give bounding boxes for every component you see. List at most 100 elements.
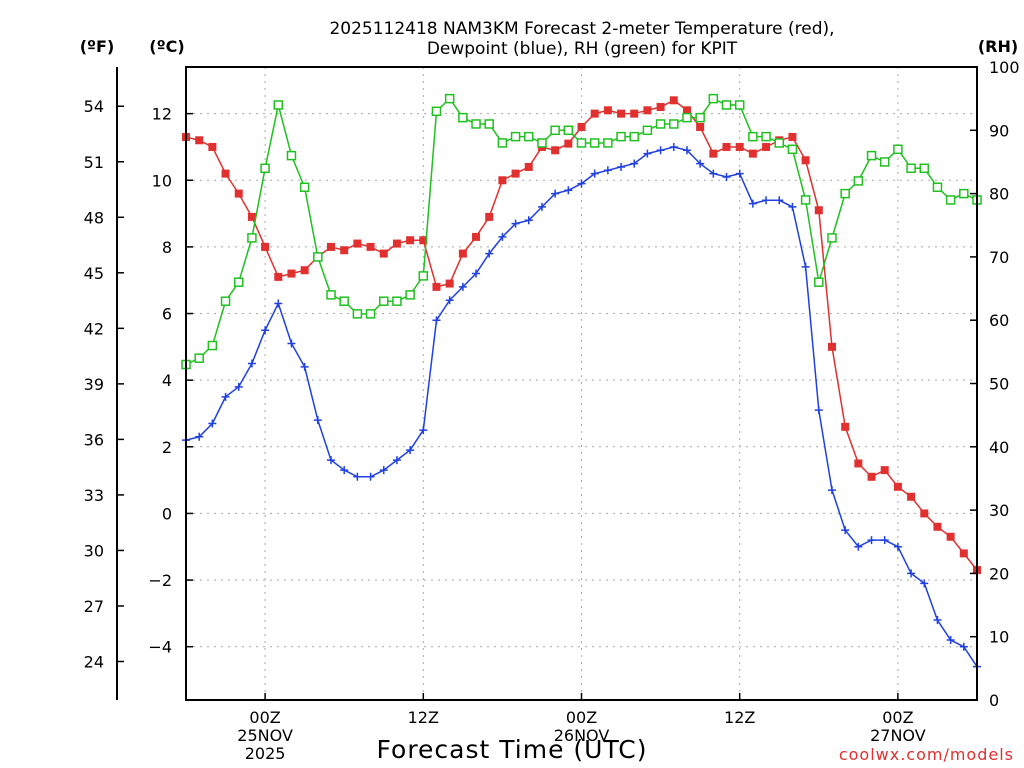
2-meter-temperature-point [722,142,731,151]
rh-point [352,309,363,319]
dewpoint-point [893,542,902,551]
rh-point [840,188,850,199]
rh-point [497,138,508,148]
fahrenheit-tick-label: 48 [84,208,104,227]
rh-point [247,233,257,243]
celsius-tick-label: 6 [162,305,172,324]
time-tick-label: 25NOV [237,726,293,745]
2-meter-temperature-point [880,466,889,475]
2-meter-temperature-point [234,189,243,198]
time-tick-label: 00Z [882,708,913,727]
celsius-tick-label: 12 [152,105,172,124]
rh-point [787,144,798,155]
2-meter-temperature-point [353,239,362,248]
rh-point [919,163,930,174]
dewpoint-point [458,282,467,291]
fahrenheit-tick-label: 33 [84,486,104,505]
time-tick-label: 2025 [245,744,286,763]
dewpoint-point [419,426,428,435]
fahrenheit-tick-label: 42 [84,319,104,338]
fahrenheit-tick-label: 30 [84,541,104,560]
time-tick-label: 00Z [249,708,280,727]
fahrenheit-tick-label: 24 [84,653,104,672]
rh-point [418,271,429,281]
rh-point [945,195,956,205]
rh-point [866,150,877,161]
dewpoint-point [195,432,204,441]
rh-point [484,119,494,129]
rh-point [405,290,415,300]
dewpoint-point [340,466,349,475]
rh-point [774,138,784,148]
2-meter-temperature-point [551,146,560,155]
dewpoint-point [313,416,322,425]
dewpoint-point [762,196,771,205]
rh-point [695,112,705,123]
time-tick-label: 27NOV [870,726,926,745]
fahrenheit-tick-label: 36 [84,430,104,449]
rh-point [576,138,587,148]
dewpoint-point [854,542,863,551]
rh-point [748,131,758,142]
dewpoint-point [959,642,968,651]
rh-point [814,277,824,287]
2-meter-temperature-point [445,279,454,288]
dewpoint-point [577,179,586,188]
rh-tick-label: 100 [989,58,1020,77]
2-meter-temperature-point [300,266,309,275]
axes-ticks: −4−2024681012242730333639424548515401020… [84,58,1020,763]
2-meter-temperature-line [185,99,978,571]
dewpoint-point [247,359,256,368]
celsius-tick-label: 2 [162,438,172,457]
celsius-tick-label: −2 [148,571,172,590]
dewpoint-point [445,296,454,305]
2-meter-temperature-point [788,132,797,141]
2-meter-temperature-point [485,212,494,221]
rh-point [365,309,376,319]
2-meter-temperature-point [511,169,520,178]
dewpoint-point [867,536,876,545]
dewpoint-point [300,362,309,371]
2-meter-temperature-point [221,169,230,178]
rh-point [734,100,745,110]
dewpoint-point [920,579,929,588]
celsius-tick-label: 4 [162,371,172,390]
rh-point [932,182,943,193]
rh-tick-label: 70 [989,248,1009,267]
time-tick-label: 12Z [724,708,755,727]
dewpoint-point [682,146,691,155]
celsius-tick-label: 0 [162,504,172,523]
rh-point [669,119,679,129]
rh-point [879,157,890,167]
dewpoint-point [656,146,665,155]
dewpoint-point [406,446,415,455]
rh-point [893,144,903,155]
fahrenheit-tick-label: 45 [84,264,104,283]
rh-point [510,131,521,142]
rh-point [655,119,666,129]
2-meter-temperature-point [419,236,428,245]
fahrenheit-unit-label: (ºF) [80,37,115,56]
2-meter-temperature-point [458,249,467,258]
x-axis-title: Forecast Time (UTC) [377,735,648,764]
2-meter-temperature-point [814,206,823,215]
2-meter-temperature-point [669,96,678,105]
dewpoint-point [907,569,916,578]
rh-point [589,138,600,148]
2-meter-temperature-point [603,106,612,115]
2-meter-temperature-point [959,549,968,558]
rh-tick-label: 0 [989,691,999,710]
2-meter-temperature-point [735,142,744,151]
rh-point [524,131,534,142]
dewpoint-point [801,262,810,271]
rh-tick-label: 90 [989,121,1009,140]
fahrenheit-tick-label: 27 [84,597,104,616]
dewpoint-point [617,162,626,171]
2-meter-temperature-point [366,242,375,251]
2-meter-temperature-point [406,236,415,245]
dewpoint-point [327,456,336,465]
dewpoint-point [946,636,955,645]
rh-point [326,290,336,300]
2-meter-temperature-point [247,212,256,221]
